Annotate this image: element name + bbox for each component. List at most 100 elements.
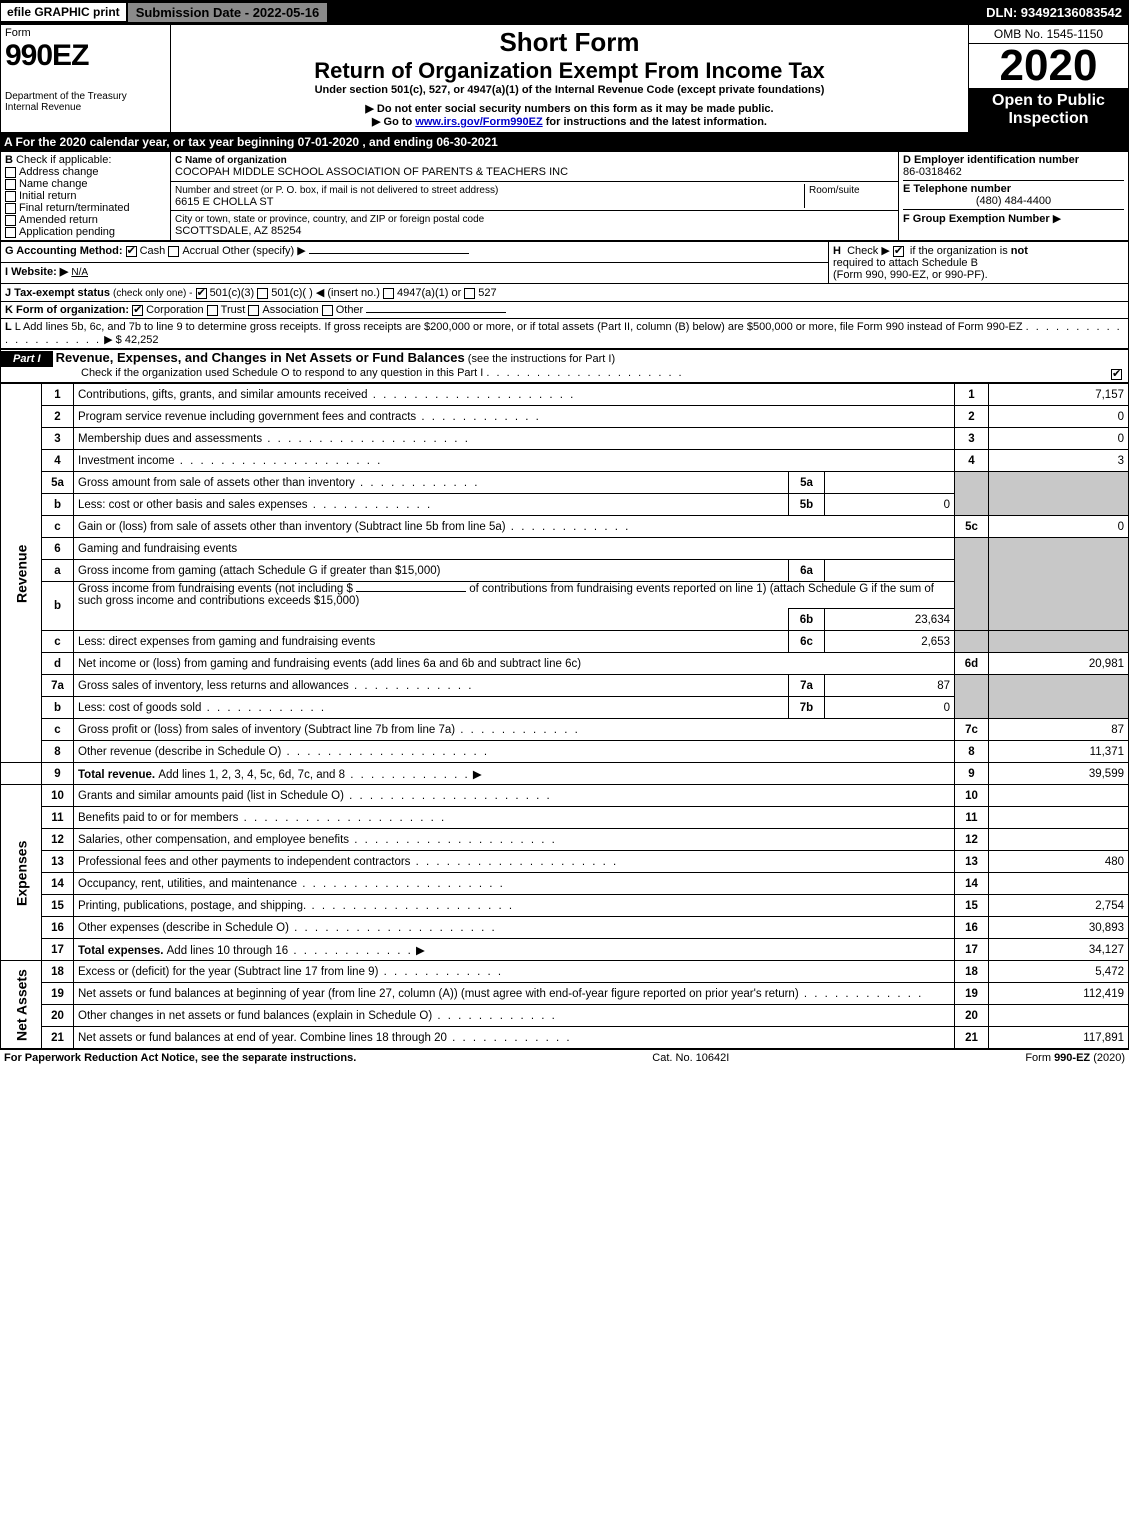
line-14-value (989, 873, 1129, 895)
h-text3: required to attach Schedule B (833, 257, 978, 269)
checkbox-schedule-o[interactable] (1111, 369, 1122, 380)
line-6a-sublabel: 6a (789, 560, 825, 582)
checkbox-final-return[interactable] (5, 203, 16, 214)
line-14-num: 14 (42, 873, 74, 895)
city-label: City or town, state or province, country… (175, 214, 484, 225)
line-10-desc: Grants and similar amounts paid (list in… (78, 790, 344, 802)
line-2-num: 2 (42, 406, 74, 428)
line-20-num: 20 (42, 1005, 74, 1027)
checkbox-accrual[interactable] (168, 246, 179, 257)
checkbox-4947[interactable] (383, 288, 394, 299)
submission-date-button[interactable]: Submission Date - 2022-05-16 (128, 3, 328, 22)
checkbox-assoc[interactable] (248, 305, 259, 316)
j-501c: 501(c)( ) ◀ (insert no.) (271, 287, 380, 299)
line-9-desc2: Add lines 1, 2, 3, 4, 5c, 6d, 7c, and 8 (158, 769, 345, 781)
org-name: COCOPAH MIDDLE SCHOOL ASSOCIATION OF PAR… (175, 166, 568, 178)
line-9-rnum: 9 (955, 763, 989, 785)
line-14-rnum: 14 (955, 873, 989, 895)
line-15-desc: Printing, publications, postage, and shi… (78, 900, 306, 912)
line-1-desc: Contributions, gifts, grants, and simila… (78, 389, 368, 401)
line-5b-desc: Less: cost or other basis and sales expe… (78, 499, 308, 511)
line-9-value: 39,599 (989, 763, 1129, 785)
line-14-desc: Occupancy, rent, utilities, and maintena… (78, 878, 297, 890)
j-small: (check only one) - (113, 288, 192, 299)
checkbox-h[interactable] (893, 246, 904, 257)
g-other-input[interactable] (309, 253, 469, 254)
line-9-num: 9 (42, 763, 74, 785)
line-20-desc: Other changes in net assets or fund bala… (78, 1010, 432, 1022)
city-value: SCOTTSDALE, AZ 85254 (175, 225, 302, 237)
g-accrual: Accrual (182, 245, 219, 257)
line-5c-value: 0 (989, 516, 1129, 538)
line-6d-rnum: 6d (955, 653, 989, 675)
g-cash: Cash (140, 245, 166, 257)
e-phone: (480) 484-4400 (903, 195, 1124, 207)
checkbox-address-change[interactable] (5, 167, 16, 178)
return-title: Return of Organization Exempt From Incom… (175, 58, 964, 84)
part1-check-text: Check if the organization used Schedule … (1, 367, 483, 379)
line-5b-subvalue: 0 (825, 494, 955, 516)
checkbox-initial-return[interactable] (5, 191, 16, 202)
dln-label: DLN: 93492136083542 (986, 5, 1128, 20)
shade-7 (955, 675, 989, 719)
line-3-value: 0 (989, 428, 1129, 450)
checkbox-cash[interactable] (126, 246, 137, 257)
dept-irs: Internal Revenue (5, 102, 166, 113)
line-3-num: 3 (42, 428, 74, 450)
netassets-section-label: Net Assets (1, 961, 42, 1049)
line-6b-input[interactable] (356, 591, 466, 592)
short-form-title: Short Form (175, 27, 964, 58)
line-7b-sublabel: 7b (789, 697, 825, 719)
b-item-1: Name change (19, 178, 88, 190)
footer-left: For Paperwork Reduction Act Notice, see … (4, 1052, 356, 1064)
d-ein: 86-0318462 (903, 166, 1124, 178)
shade-6cv (989, 631, 1129, 653)
checkbox-527[interactable] (464, 288, 475, 299)
goto-line: ▶ Go to www.irs.gov/Form990EZ for instru… (175, 115, 964, 128)
checkbox-application-pending[interactable] (5, 227, 16, 238)
line-3-desc: Membership dues and assessments (78, 433, 262, 445)
line-1-value: 7,157 (989, 384, 1129, 406)
part1-note: (see the instructions for Part I) (468, 353, 615, 365)
k-other-input[interactable] (366, 312, 506, 313)
checkbox-amended-return[interactable] (5, 215, 16, 226)
checkbox-501c3[interactable] (196, 288, 207, 299)
checkbox-trust[interactable] (207, 305, 218, 316)
k-trust: Trust (221, 304, 246, 316)
footer-right-pre: Form (1025, 1052, 1054, 1064)
b-item-2: Initial return (19, 190, 76, 202)
line-15-value: 2,754 (989, 895, 1129, 917)
efile-print-link[interactable]: efile GRAPHIC print (1, 3, 126, 21)
street-value: 6615 E CHOLLA ST (175, 196, 273, 208)
line-13-num: 13 (42, 851, 74, 873)
line-5b-num: b (42, 494, 74, 516)
line-2-rnum: 2 (955, 406, 989, 428)
checkbox-other[interactable] (322, 305, 333, 316)
line-16-value: 30,893 (989, 917, 1129, 939)
b-item-3: Final return/terminated (19, 202, 130, 214)
line-9-desc: Total revenue. (78, 769, 158, 781)
line-17-value: 34,127 (989, 939, 1129, 961)
line-15-rnum: 15 (955, 895, 989, 917)
line-2-desc: Program service revenue including govern… (78, 411, 416, 423)
d-label: D Employer identification number (903, 154, 1124, 166)
line-20-rnum: 20 (955, 1005, 989, 1027)
shade-7v (989, 675, 1129, 719)
line-6c-subvalue: 2,653 (825, 631, 955, 653)
f-label: F Group Exemption Number (903, 213, 1050, 225)
checkbox-501c[interactable] (257, 288, 268, 299)
line-a-bar: A For the 2020 calendar year, or tax yea… (0, 133, 1129, 151)
open-inspection: Open to Public Inspection (969, 88, 1128, 132)
line-7a-num: 7a (42, 675, 74, 697)
footer-right-year: (2020) (1090, 1052, 1125, 1064)
checkbox-name-change[interactable] (5, 179, 16, 190)
footer-mid: Cat. No. 10642I (652, 1052, 729, 1064)
line-5a-subvalue (825, 472, 955, 494)
checkbox-corp[interactable] (132, 305, 143, 316)
shade-5 (955, 472, 989, 516)
line-7c-value: 87 (989, 719, 1129, 741)
line-6a-desc: Gross income from gaming (attach Schedul… (74, 560, 789, 582)
goto-link[interactable]: www.irs.gov/Form990EZ (415, 116, 542, 128)
line-21-rnum: 21 (955, 1027, 989, 1049)
j-label: J Tax-exempt status (5, 287, 110, 299)
